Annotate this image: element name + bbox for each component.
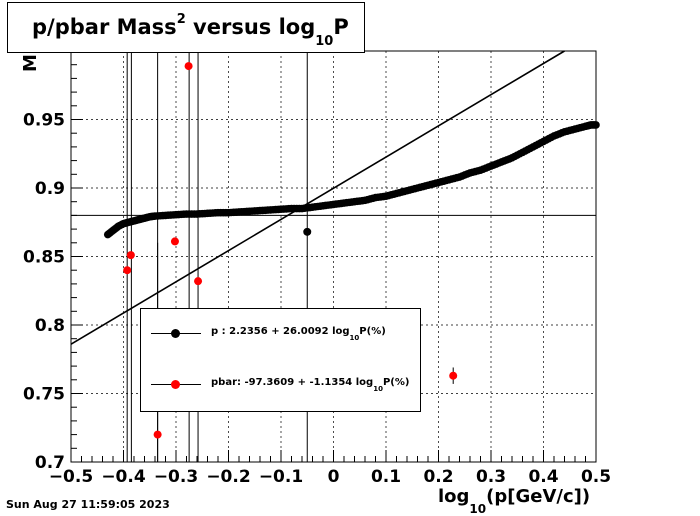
title-end: P [333, 15, 349, 39]
title-box: p/pbar Mass2 versus log10P [7, 2, 365, 53]
pbar-point [170, 237, 179, 246]
x-tick-label: −0.3 [154, 467, 198, 487]
legend-entry-pbar: pbar: -97.3609 + -1.1354 log10P(%) [141, 375, 420, 395]
y-tick-label: 0.8 [35, 316, 65, 336]
x-tick-label: −0.1 [259, 467, 303, 487]
legend-label-pbar-pre: pbar: -97.3609 + -1.1354 log [211, 377, 374, 388]
x-axis-label-post: (p[GeV/c]) [486, 486, 591, 507]
legend-label-p-sub: 10 [349, 334, 360, 342]
x-tick-label: −0.5 [49, 467, 93, 487]
x-tick-label: 0.2 [423, 467, 453, 487]
p-point [303, 227, 312, 236]
x-tick-label: 0.5 [581, 467, 611, 487]
legend-label-p: p : 2.2356 + 26.0092 log10P(%) [211, 326, 386, 342]
legend-label-pbar: pbar: -97.3609 + -1.1354 log10P(%) [211, 377, 410, 393]
y-axis-label: M [20, 54, 41, 72]
pbar-point [449, 371, 458, 380]
x-tick-label: 0.4 [528, 467, 558, 487]
pbar-point [184, 62, 193, 71]
x-tick-label: 0 [328, 467, 340, 487]
data-series [70, 50, 600, 462]
x-tick-label: −0.4 [101, 467, 146, 487]
legend-label-p-post: P(%) [359, 326, 386, 337]
legend-entry-p: p : 2.2356 + 26.0092 log10P(%) [141, 324, 420, 344]
timestamp: Sun Aug 27 11:59:05 2023 [6, 498, 170, 511]
pbar-point [126, 251, 135, 260]
y-tick-label: 0.95 [23, 111, 65, 131]
grid [71, 50, 596, 462]
legend: p : 2.2356 + 26.0092 log10P(%) pbar: -97… [140, 308, 421, 412]
x-axis-label-pre: log [438, 486, 470, 507]
title-main: p/pbar Mass [32, 15, 177, 39]
x-tick-label: 0.3 [476, 467, 506, 487]
y-tick-label: 0.9 [35, 179, 65, 199]
chart-title: p/pbar Mass2 versus log10P [32, 12, 349, 49]
x-axis-label: log10(p[GeV/c]) [438, 486, 591, 516]
pbar-point [194, 277, 203, 286]
x-tick-label: 0.1 [371, 467, 401, 487]
title-mid: versus log [185, 15, 316, 39]
axes: −0.5 −0.4 −0.3 −0.2 −0.1 0 0.1 0.2 0.3 0.4 0.5 0.7 0… [23, 50, 611, 487]
pbar-point [123, 266, 132, 275]
fit-line [70, 50, 565, 345]
legend-marker-p [171, 329, 180, 338]
pbar-point [153, 430, 162, 439]
y-tick-label: 0.7 [35, 453, 65, 473]
legend-marker-pbar [171, 380, 180, 389]
x-tick-label: −0.2 [206, 467, 250, 487]
y-tick-label: 0.75 [23, 385, 65, 405]
title-sub: 10 [315, 34, 334, 50]
legend-label-p-pre: p : 2.2356 + 26.0092 log [211, 326, 350, 337]
legend-label-pbar-post: P(%) [382, 377, 410, 388]
y-tick-label: 0.85 [23, 248, 65, 268]
title-sup: 2 [176, 12, 186, 27]
x-axis-label-sub: 10 [469, 501, 487, 516]
legend-label-pbar-sub: 10 [373, 385, 383, 393]
